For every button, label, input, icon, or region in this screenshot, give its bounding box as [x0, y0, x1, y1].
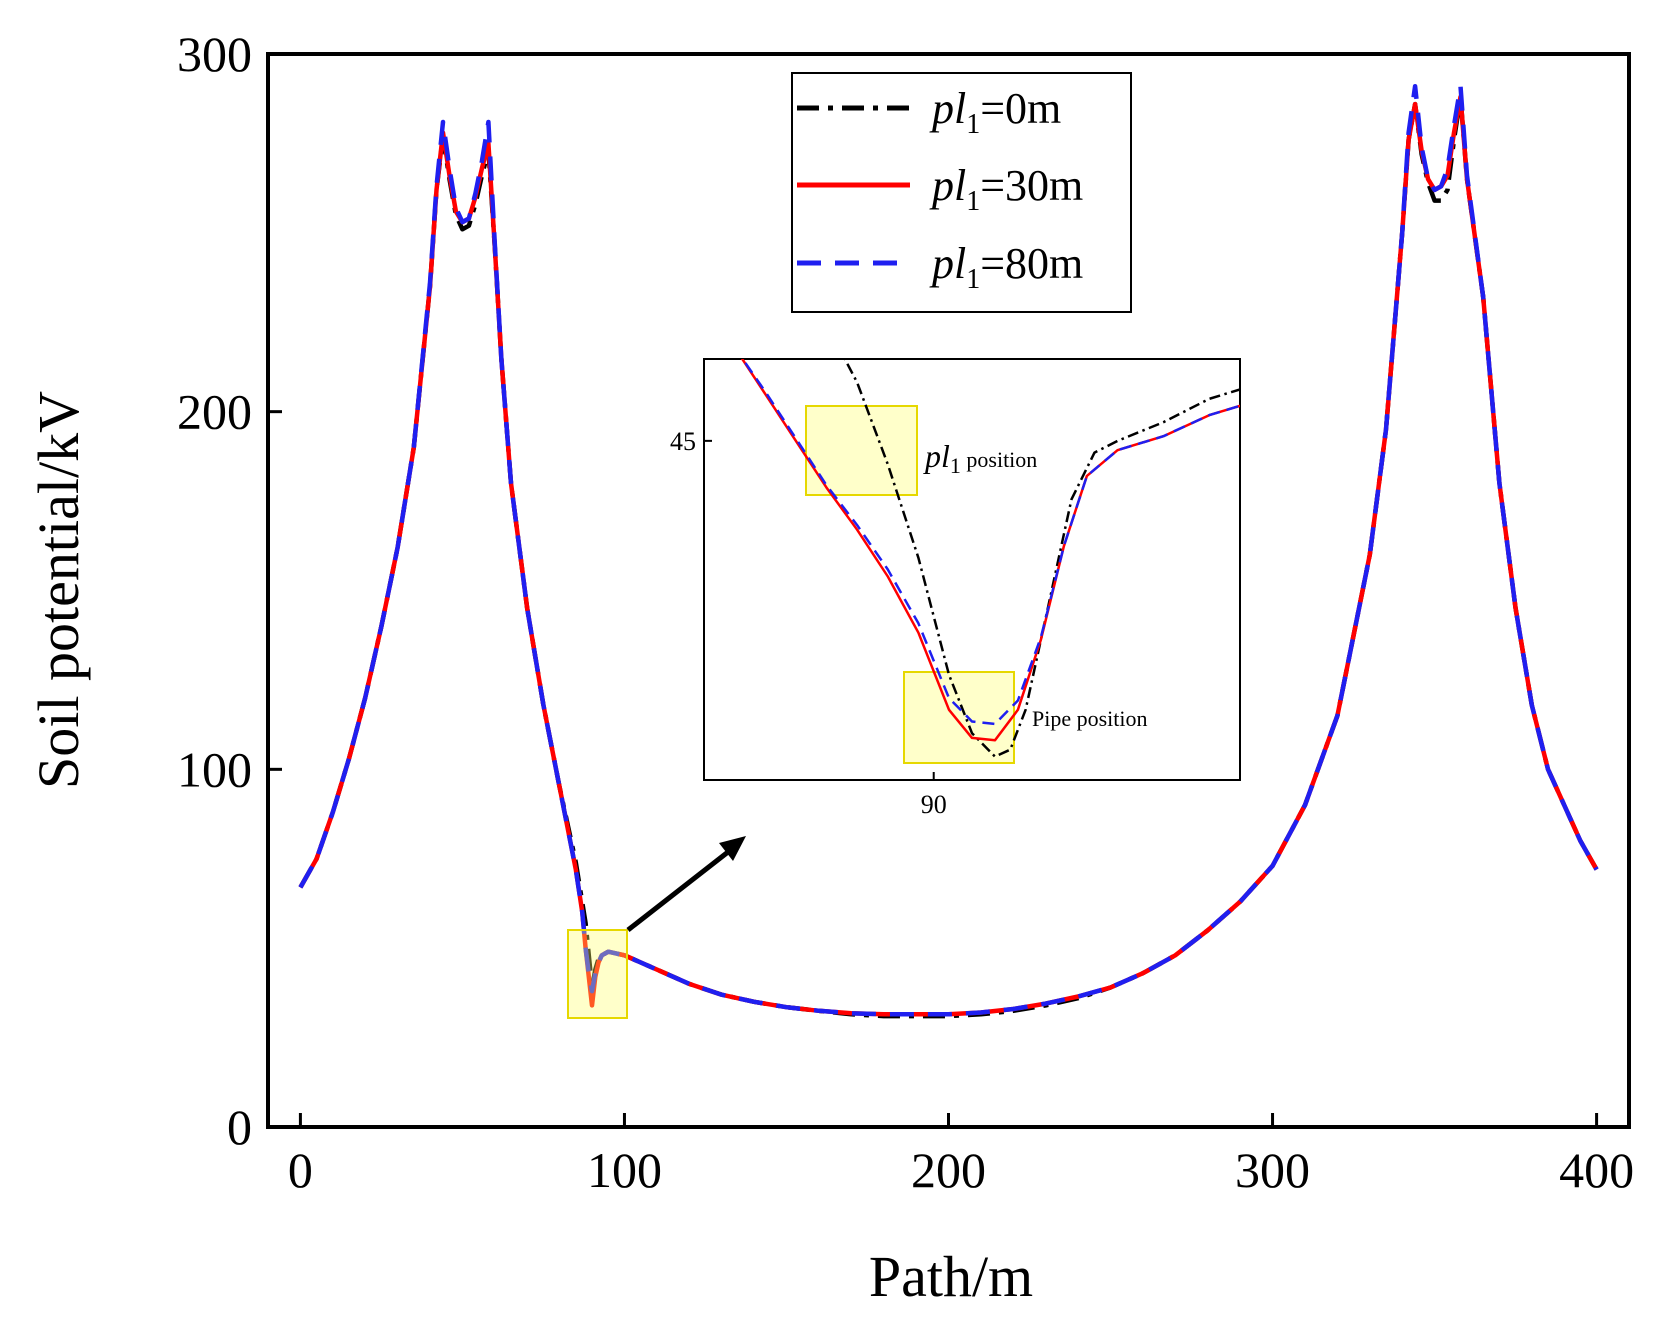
inset-highlight-pipe-position — [903, 671, 1015, 764]
inset-series-line-2 — [741, 359, 1240, 726]
y-tick-label: 300 — [177, 26, 252, 82]
inset-series-line-0 — [843, 359, 1240, 758]
y-tick-label: 100 — [177, 741, 252, 797]
y-tick-label: 0 — [227, 1099, 252, 1155]
x-axis-label: Path/m — [869, 1244, 1033, 1309]
inset-frame — [703, 358, 1241, 781]
zoom-arrow — [626, 836, 746, 932]
x-tick-label: 300 — [1235, 1142, 1310, 1198]
x-tick-label: 400 — [1559, 1142, 1634, 1198]
inset-annotation-pipe-position: Pipe position — [1032, 706, 1148, 731]
inset-series-group — [740, 359, 1240, 758]
x-tick-label: 200 — [911, 1142, 986, 1198]
inset-annotation-pl1-position: pl1 position — [923, 438, 1037, 478]
inset-y-tick-label: 45 — [670, 427, 696, 456]
zoom-region-highlight — [567, 929, 628, 1019]
y-axis-ticks: 0 100 200 300 — [177, 26, 282, 1155]
y-axis-label: Soil potential/kV — [26, 391, 91, 789]
inset-chart: 90 45 pl1 position Pipe position — [670, 358, 1241, 819]
series-line-2 — [298, 83, 1599, 1017]
x-axis-ticks: 0 100 200 300 400 — [288, 1113, 1634, 1198]
legend-label-pl1-80m: pl1=80m — [929, 239, 1083, 295]
legend: pl1=0m pl1=30m pl1=80m — [791, 72, 1132, 313]
y-tick-label: 200 — [177, 384, 252, 440]
legend-label-pl1-30m: pl1=30m — [929, 161, 1083, 217]
inset-x-tick-label: 90 — [921, 790, 947, 819]
main-series-group — [298, 83, 1599, 1019]
legend-box — [791, 72, 1132, 313]
x-tick-label: 100 — [587, 1142, 662, 1198]
legend-label-pl1-0m: pl1=0m — [929, 84, 1061, 140]
inset-axis-ticks: 90 45 — [670, 427, 947, 819]
x-tick-label: 0 — [288, 1142, 313, 1198]
